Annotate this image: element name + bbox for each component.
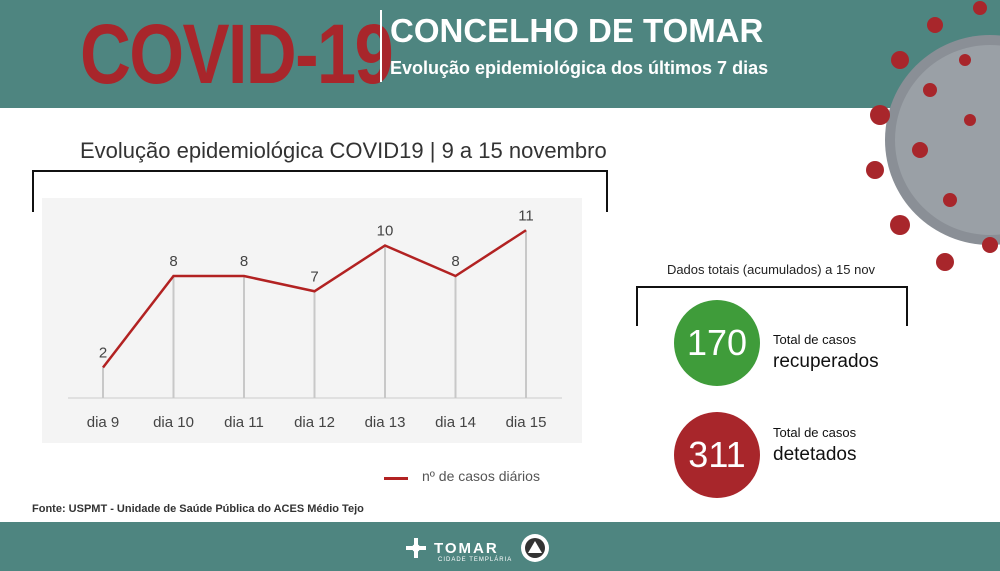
chart-panel — [42, 198, 582, 443]
tomar-logo-subtext: CIDADE TEMPLÁRIA — [438, 557, 513, 563]
detected-label-small: Total de casos — [773, 425, 857, 440]
header-subtitle: Evolução epidemiológica dos últimos 7 di… — [390, 58, 769, 78]
x-tick-label: dia 9 — [87, 414, 120, 431]
recovered-label: recuperados — [773, 351, 879, 372]
source-note: Fonte: USPMT - Unidade de Saúde Pública … — [32, 503, 364, 515]
header-divider — [380, 10, 382, 82]
covid-title: COVID-19 — [80, 7, 394, 101]
x-tick-label: dia 13 — [365, 414, 406, 431]
recovered-label-small: Total de casos — [773, 332, 857, 347]
legend-label: nº de casos diários — [422, 468, 540, 484]
header-title: CONCELHO DE TOMAR — [390, 12, 764, 49]
recovered-count-badge: 170 — [674, 300, 760, 386]
x-tick-label: dia 11 — [224, 414, 264, 431]
data-label: 2 — [99, 345, 107, 362]
footer-bar — [0, 522, 1000, 571]
detected-label: detetados — [773, 444, 857, 465]
data-label: 8 — [240, 253, 248, 270]
data-label: 8 — [451, 253, 459, 270]
virus-illustration-icon — [866, 1, 1000, 271]
totals-bracket — [636, 286, 908, 326]
data-label: 11 — [518, 207, 534, 224]
series-line-daily-cases — [102, 229, 527, 369]
x-tick-label: dia 15 — [506, 414, 547, 431]
tomar-cross-icon — [406, 538, 426, 558]
data-label: 8 — [169, 253, 177, 270]
chart-title: Evolução epidemiológica COVID19 | 9 a 15… — [80, 138, 607, 163]
totals-title: Dados totais (acumulados) a 15 nov — [666, 262, 876, 277]
x-tick-label: dia 14 — [435, 414, 476, 431]
x-tick-label: dia 10 — [153, 414, 194, 431]
x-tick-label: dia 12 — [294, 414, 335, 431]
chart-title-bracket — [32, 170, 608, 212]
civil-protection-emblem-icon — [521, 534, 549, 562]
data-label: 10 — [377, 223, 394, 240]
data-label: 7 — [310, 268, 318, 285]
legend-swatch — [384, 477, 408, 480]
tomar-logo-text: TOMAR — [434, 540, 499, 557]
detected-count-badge: 311 — [674, 412, 760, 498]
header-bar — [0, 0, 1000, 108]
